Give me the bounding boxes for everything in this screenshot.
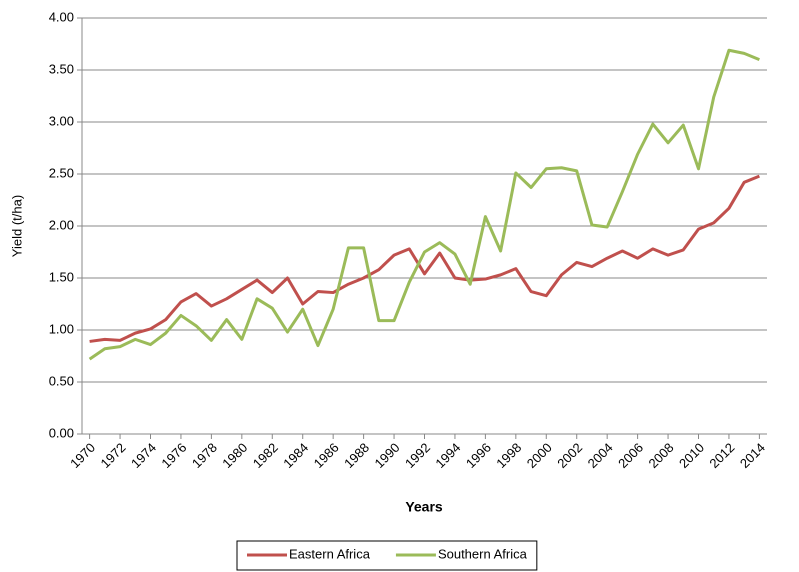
x-tick-label: 2006 <box>615 440 646 471</box>
x-tick-label: 1992 <box>402 440 433 471</box>
y-axis-title: Yield (t/ha) <box>9 195 24 257</box>
y-tick-label: 0.50 <box>49 373 74 388</box>
x-tick-label: 2000 <box>524 440 555 471</box>
x-tick-label: 1998 <box>493 440 524 471</box>
x-tick-label: 2004 <box>585 440 616 471</box>
y-tick-label: 1.50 <box>49 269 74 284</box>
x-tick-label: 1984 <box>280 440 311 471</box>
data-line <box>88 48 760 361</box>
y-tick-label: 3.50 <box>49 61 74 76</box>
x-tick-label: 2014 <box>737 440 768 471</box>
y-tick-label: 2.00 <box>49 217 74 232</box>
x-tick-label: 1994 <box>432 440 463 471</box>
x-tick-label: 2010 <box>676 440 707 471</box>
x-tick-label: 1996 <box>463 440 494 471</box>
legend-label: Eastern Africa <box>289 546 371 561</box>
x-tick-label: 1974 <box>128 440 159 471</box>
y-tick-label: 1.00 <box>49 321 74 336</box>
x-tick-label: 1978 <box>189 440 220 471</box>
y-tick-label: 4.00 <box>49 9 74 24</box>
x-tick-label: 2008 <box>646 440 677 471</box>
y-tick-label: 2.50 <box>49 165 74 180</box>
legend: Eastern Africa Southern Africa <box>236 540 538 571</box>
x-tick-label: 1980 <box>219 440 250 471</box>
data-line <box>89 174 760 343</box>
x-tick-label: 1990 <box>372 440 403 471</box>
x-tick-label: 1988 <box>341 440 372 471</box>
legend-label: Southern Africa <box>438 546 528 561</box>
x-tick-label: 1972 <box>98 440 129 471</box>
x-tick-label: 2012 <box>706 440 737 471</box>
y-tick-label: 3.00 <box>49 113 74 128</box>
x-tick-label: 1970 <box>67 440 98 471</box>
x-tick-label: 1982 <box>250 440 281 471</box>
x-axis-title: Years <box>405 499 443 515</box>
x-tick-label: 1976 <box>158 440 189 471</box>
x-tick-label: 2002 <box>554 440 585 471</box>
y-tick-label: 0.00 <box>49 425 74 440</box>
x-tick-label: 1986 <box>311 440 342 471</box>
